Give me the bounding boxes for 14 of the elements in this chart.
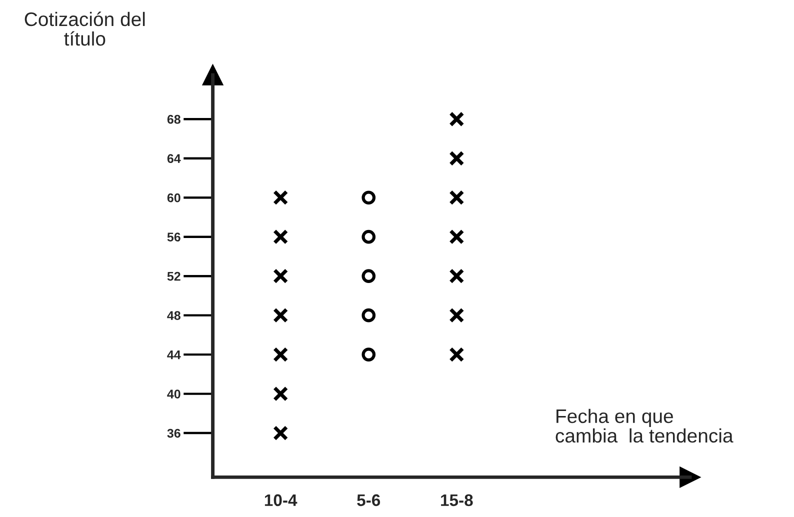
x-tick-label: 10-4 [264, 494, 298, 506]
x-tick-label: 15-8 [441, 494, 473, 506]
y-tick-label: 64 [167, 154, 181, 164]
y-tick-label: 56 [167, 232, 180, 242]
y-tick-label: 52 [167, 272, 180, 281]
x-tick-label: 5-6 [357, 494, 380, 506]
y-tick-label: 48 [167, 311, 180, 320]
y-tick-label: 68 [167, 114, 180, 124]
y-tick-label: 40 [167, 390, 180, 398]
x-axis-title: Fecha en que cambia la tendencia [556, 408, 734, 443]
y-tick-label: 36 [167, 428, 180, 438]
y-axis-title: Cotización del título [24, 12, 145, 46]
y-tick-label: 44 [167, 350, 181, 360]
y-tick-label: 60 [167, 193, 180, 202]
